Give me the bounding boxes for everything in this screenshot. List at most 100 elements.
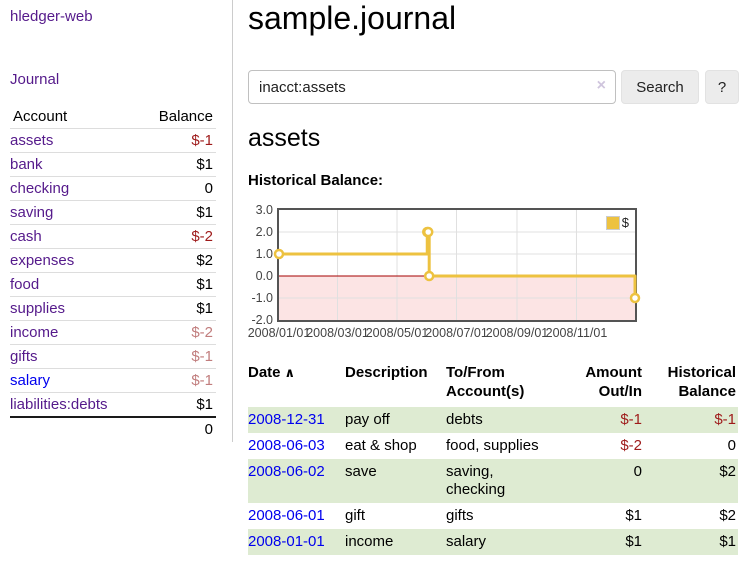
transaction-balance: $2	[719, 463, 736, 480]
transaction-amount: $-2	[620, 437, 642, 454]
accounts-header-row: Account Balance	[10, 105, 216, 129]
account-row: bank $1	[10, 152, 216, 177]
accounts-table: Account Balance assets $-1 bank $1 checking 0…	[10, 105, 216, 441]
transaction-row: 2008-06-01 gift gifts $1 $2	[248, 503, 738, 529]
account-link-bank[interactable]: bank	[10, 156, 43, 173]
transaction-date-link[interactable]: 2008-06-02	[248, 463, 325, 480]
account-balance: $1	[196, 300, 213, 317]
account-row: expenses $2	[10, 248, 216, 273]
transaction-row: 2008-06-03 eat & shop food, supplies $-2 0	[248, 433, 738, 459]
transaction-balance: $1	[719, 533, 736, 550]
search-input[interactable]	[248, 70, 616, 104]
account-balance: $-1	[191, 132, 213, 149]
accounts-total-row: 0	[10, 417, 216, 441]
account-row: income $-2	[10, 320, 216, 345]
x-axis-tick-label: 2008/01/01	[247, 326, 311, 340]
account-balance: $-2	[191, 228, 213, 245]
account-link-food[interactable]: food	[10, 276, 40, 293]
register-header-description: Description	[345, 364, 428, 381]
register-header-accounts: To/From Account(s)	[446, 364, 525, 400]
transaction-balance: $2	[719, 507, 736, 524]
account-balance: $1	[196, 396, 213, 413]
accounts-total-value: 0	[204, 421, 213, 438]
transaction-date-link[interactable]: 2008-06-01	[248, 507, 325, 524]
y-axis-tick-label: 2.0	[255, 225, 273, 239]
transaction-row: 2008-06-02 save saving, checking 0 $2	[248, 459, 738, 503]
transaction-description: income	[345, 533, 394, 550]
x-axis-tick-label: 2008/11/01	[545, 326, 608, 340]
account-link-saving[interactable]: saving	[10, 204, 54, 221]
transaction-row: 2008-12-31 pay off debts $-1 $-1	[248, 407, 738, 433]
transaction-amount: $1	[625, 533, 642, 550]
transaction-date-link[interactable]: 2008-06-03	[248, 437, 325, 454]
account-link-salary[interactable]: salary	[10, 372, 51, 389]
transaction-amount: 0	[633, 463, 642, 480]
app-title-link[interactable]: hledger-web	[10, 8, 93, 25]
register-header-date[interactable]: Date ∧	[248, 364, 296, 381]
clear-search-icon[interactable]: ×	[596, 77, 606, 94]
account-link-assets[interactable]: assets	[10, 132, 54, 149]
register-header-row: Date ∧ Description To/From Account(s) Amou…	[248, 361, 738, 407]
account-row: supplies $1	[10, 296, 216, 321]
account-row: assets $-1	[10, 128, 216, 153]
account-link-supplies[interactable]: supplies	[10, 300, 66, 317]
account-row: checking 0	[10, 176, 216, 201]
account-row: saving $1	[10, 200, 216, 225]
account-link-checking[interactable]: checking	[10, 180, 70, 197]
balance-chart: $ 3.0 2.0 1.0 0.0 -1.0 -2.0 2008/01/01 2008/03/…	[245, 203, 715, 353]
account-row: food $1	[10, 272, 216, 297]
chart-title: Historical Balance:	[248, 172, 384, 189]
search-button[interactable]: Search	[621, 70, 699, 104]
y-axis-tick-label: 1.0	[255, 247, 273, 261]
account-row: salary $-1	[10, 368, 216, 393]
transaction-accounts: salary	[446, 533, 487, 550]
y-axis-tick-label: 3.0	[255, 203, 273, 217]
transaction-date-link[interactable]: 2008-12-31	[248, 411, 325, 428]
register-header-balance: Historical Balance	[667, 364, 736, 400]
account-row: gifts $-1	[10, 344, 216, 369]
y-axis-tick-label: -2.0	[251, 313, 273, 327]
data-point-marker	[423, 270, 435, 282]
account-link-gifts[interactable]: gifts	[10, 348, 38, 365]
transaction-date-link[interactable]: 2008-01-01	[248, 533, 325, 550]
account-link-cash[interactable]: cash	[10, 228, 42, 245]
data-point-marker	[629, 292, 641, 304]
account-link-expenses[interactable]: expenses	[10, 252, 75, 269]
accounts-header-account: Account	[13, 108, 68, 125]
sidebar: hledger-web Journal Account Balance asse…	[0, 0, 233, 442]
data-point-marker	[422, 226, 434, 238]
account-balance: 0	[204, 180, 213, 197]
sort-ascending-icon: ∧	[284, 365, 296, 380]
transaction-amount: $-1	[620, 411, 642, 428]
register-table: Date ∧ Description To/From Account(s) Amou…	[248, 361, 738, 555]
account-link-liabilities-debts[interactable]: liabilities:debts	[10, 396, 108, 413]
help-button[interactable]: ?	[705, 70, 739, 104]
account-row: liabilities:debts $1	[10, 392, 216, 418]
register-header-amount: Amount Out/In	[585, 364, 642, 400]
transaction-description: pay off	[345, 411, 390, 428]
y-axis-tick-label: 0.0	[255, 269, 273, 283]
account-link-income[interactable]: income	[10, 324, 59, 341]
account-row: cash $-2	[10, 224, 216, 249]
transaction-balance: $-1	[714, 411, 736, 428]
account-heading: assets	[248, 124, 321, 152]
transaction-description: save	[345, 463, 377, 480]
legend-label: $	[621, 215, 629, 230]
data-point-marker	[273, 248, 285, 260]
journal-link[interactable]: Journal	[10, 71, 60, 88]
accounts-header-balance: Balance	[158, 108, 213, 125]
account-balance: $1	[196, 156, 213, 173]
transaction-amount: $1	[625, 507, 642, 524]
transaction-accounts: saving, checking	[446, 463, 506, 498]
chart-canvas	[273, 210, 641, 320]
legend-swatch	[605, 215, 620, 230]
chart-plot-area: $	[273, 208, 641, 322]
transaction-row: 2008-01-01 income salary $1 $1	[248, 529, 738, 555]
transaction-accounts: gifts	[446, 507, 474, 524]
transaction-accounts: debts	[446, 411, 483, 428]
account-balance: $2	[196, 252, 213, 269]
chart-legend: $	[603, 214, 631, 231]
transaction-description: gift	[345, 507, 366, 524]
transaction-description: eat & shop	[345, 437, 417, 454]
y-axis-tick-label: -1.0	[251, 291, 273, 305]
